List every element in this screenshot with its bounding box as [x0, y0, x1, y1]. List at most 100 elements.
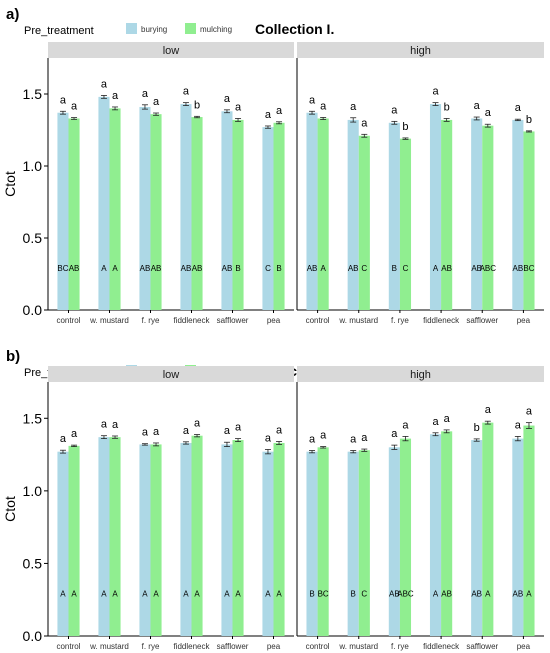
bar-mulching-wmustard [358, 135, 370, 310]
letter-top: a [432, 416, 439, 428]
panel-label: a) [6, 6, 19, 23]
letter-top: b [526, 114, 532, 126]
letter-bottom: AB [389, 589, 400, 598]
letter-bottom: C [361, 264, 367, 273]
letter-bottom: A [485, 589, 491, 598]
bar-burying-fiddleneck [429, 104, 442, 310]
bar-mulching-fiddleneck [191, 435, 203, 636]
letter-top: b [474, 422, 480, 434]
bar-mulching-pea [523, 425, 535, 636]
bar-burying-safflower [221, 111, 233, 310]
letter-bottom: AB [181, 264, 192, 273]
letter-top: a [265, 109, 272, 121]
panel-label: b) [6, 348, 20, 365]
x-tick-label: w. mustard [338, 642, 378, 651]
x-tick-label: control [306, 316, 330, 325]
letter-bottom: B [392, 264, 397, 273]
letter-bottom: C [265, 264, 271, 273]
letter-bottom: AB [471, 589, 482, 598]
letter-bottom: B [235, 264, 240, 273]
facet-strip [297, 366, 544, 382]
facet-strip-label: low [163, 45, 180, 57]
x-tick-label: pea [517, 316, 531, 325]
letter-top: a [224, 93, 231, 105]
bar-mulching-wmustard [358, 450, 370, 636]
letter-top: a [71, 428, 78, 440]
bar-mulching-control [317, 447, 329, 636]
bar-burying-frye [388, 122, 400, 310]
letter-bottom: A [112, 264, 118, 273]
bar-burying-wmustard [98, 437, 110, 636]
x-tick-label: f. rye [142, 642, 160, 651]
bar-burying-wmustard [347, 451, 359, 636]
letter-top: a [142, 88, 149, 100]
bar-burying-fiddleneck [180, 104, 192, 310]
y-tick-label: 1.5 [23, 86, 43, 102]
letter-top: a [432, 86, 439, 98]
letter-top: a [320, 430, 327, 442]
bar-burying-pea [512, 438, 524, 636]
letter-top: a [235, 101, 242, 113]
bar-mulching-safflower [482, 125, 494, 311]
legend-swatch-burying [126, 23, 137, 34]
letter-bottom: A [433, 264, 439, 273]
letter-bottom: A [183, 589, 189, 598]
letter-top: a [515, 419, 522, 431]
letter-top: a [276, 425, 283, 437]
letter-top: a [320, 100, 327, 112]
letter-top: a [153, 426, 160, 438]
letter-bottom: BC [57, 264, 68, 273]
letter-bottom: A [142, 589, 148, 598]
letter-bottom: AB [441, 589, 452, 598]
letter-top: a [235, 422, 242, 434]
bar-mulching-fiddleneck [191, 117, 203, 310]
letter-bottom: B [351, 589, 356, 598]
letter-bottom: AB [441, 264, 452, 273]
facet-strip-label: high [410, 369, 431, 381]
letter-top: a [142, 427, 149, 439]
bar-burying-control [306, 451, 318, 636]
bar-burying-control [57, 451, 69, 636]
letter-top: b [402, 121, 408, 133]
bar-mulching-wmustard [109, 108, 121, 311]
x-tick-label: f. rye [391, 316, 409, 325]
x-tick-label: fiddleneck [173, 316, 210, 325]
bar-burying-wmustard [98, 96, 110, 310]
letter-top: a [309, 434, 316, 446]
letter-bottom: C [403, 264, 409, 273]
bar-mulching-pea [273, 122, 285, 310]
letter-bottom: B [309, 589, 314, 598]
bar-burying-pea [262, 127, 274, 311]
x-tick-label: fiddleneck [423, 642, 460, 651]
legend-swatch-mulching [185, 23, 196, 34]
x-tick-label: pea [267, 316, 281, 325]
bar-burying-safflower [471, 118, 483, 310]
y-axis-label: Ctot [2, 496, 18, 522]
letter-top: a [361, 432, 368, 444]
y-axis-label: Ctot [2, 171, 18, 197]
facet-high: high control a Ba BC w. mustard a Ba Cf. rye a AB a… [296, 366, 544, 651]
letter-bottom: A [101, 264, 107, 273]
letter-bottom: AB [307, 264, 318, 273]
y-tick-label: 1.0 [23, 483, 43, 499]
letter-top: b [194, 99, 200, 111]
x-tick-label: control [306, 642, 330, 651]
x-tick-label: control [56, 642, 80, 651]
letter-top: a [276, 105, 283, 117]
x-tick-label: safflower [217, 316, 249, 325]
bar-burying-pea [262, 451, 274, 636]
letter-top: a [485, 404, 492, 416]
bar-burying-frye [139, 106, 151, 311]
letter-top: a [153, 96, 160, 108]
y-tick-label: 0.5 [23, 230, 43, 246]
facet-strip-label: low [163, 369, 180, 381]
bar-mulching-control [68, 445, 80, 636]
letter-bottom: AB [192, 264, 203, 273]
y-tick-label: 0.5 [23, 555, 43, 571]
bar-mulching-frye [399, 438, 412, 636]
x-tick-label: w. mustard [89, 316, 129, 325]
y-tick-label: 1.0 [23, 158, 43, 174]
letter-bottom: A [71, 589, 77, 598]
bar-mulching-frye [150, 114, 162, 310]
